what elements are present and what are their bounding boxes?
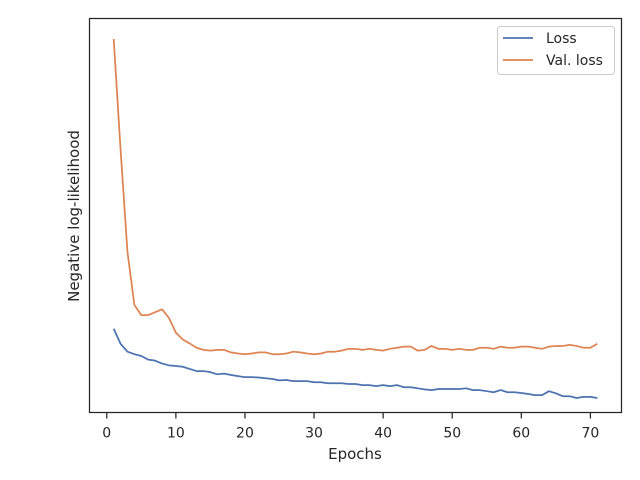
x-tick-label: 0 <box>102 426 111 442</box>
legend-label-val-loss: Val. loss <box>546 53 603 69</box>
x-tick-label: 60 <box>512 426 530 442</box>
series-line-val-loss <box>112 38 598 356</box>
axes-frame <box>88 17 623 414</box>
x-axis-ticks: 0 10 20 30 40 50 60 70 <box>102 412 599 442</box>
x-tick-label: 70 <box>581 426 599 442</box>
x-axis-label: Epochs <box>328 445 382 463</box>
y-axis-label: Negative log-likelihood <box>65 130 83 302</box>
series-line-loss <box>112 328 598 399</box>
x-tick-label: 10 <box>167 426 185 442</box>
plot-lines <box>112 38 598 399</box>
legend: Loss Val. loss <box>497 26 615 75</box>
legend-label-loss: Loss <box>546 31 577 47</box>
x-tick-label: 40 <box>374 426 392 442</box>
x-tick-label: 50 <box>443 426 461 442</box>
x-tick-label: 30 <box>305 426 323 442</box>
x-tick-label: 20 <box>236 426 254 442</box>
